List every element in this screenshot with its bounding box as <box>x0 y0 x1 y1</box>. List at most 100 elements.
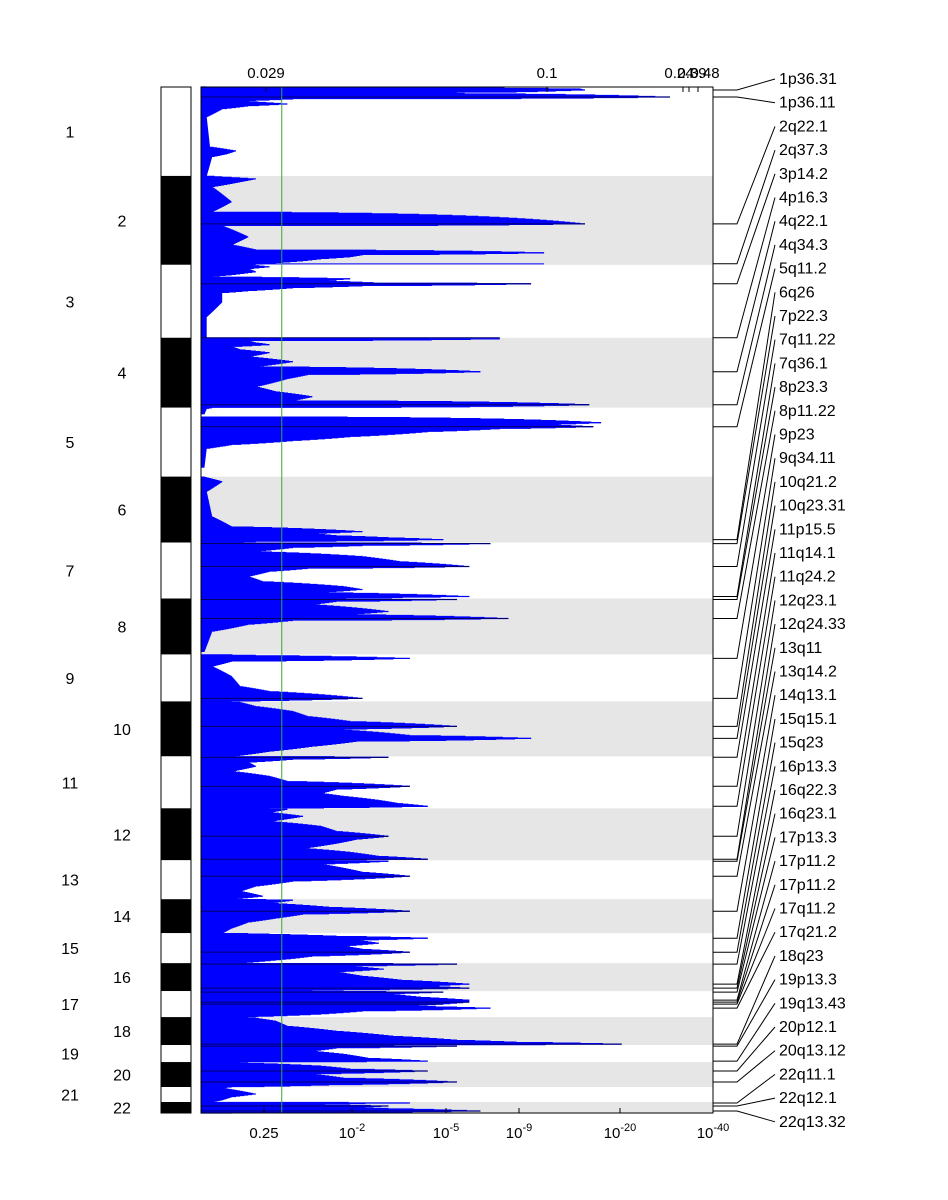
ideogram-chr-10 <box>161 701 191 757</box>
chr-label-3: 3 <box>66 294 75 311</box>
peak-label: 20p12.1 <box>779 1019 837 1036</box>
bottom-tick-label: 10-2 <box>339 1122 365 1142</box>
chr-label-17: 17 <box>61 997 79 1014</box>
ideogram-chr-3 <box>161 264 191 338</box>
peak-connector <box>713 387 776 600</box>
peak-connector <box>713 339 776 567</box>
peak-label: 15q23 <box>779 735 824 752</box>
chr-label-21: 21 <box>61 1088 79 1105</box>
chr-label-19: 19 <box>61 1047 79 1064</box>
chr-label-10: 10 <box>113 722 131 739</box>
chr-label-20: 20 <box>113 1068 131 1085</box>
ideogram-chr-22 <box>161 1102 191 1113</box>
peak-connector <box>713 576 776 807</box>
ideogram-chr-20 <box>161 1062 191 1088</box>
peak-connector <box>713 315 776 545</box>
peak-connector <box>713 173 776 285</box>
ideogram-chr-4 <box>161 337 191 408</box>
peak-label: 4q34.3 <box>779 237 828 254</box>
peak-connector <box>713 1110 776 1123</box>
chr-label-18: 18 <box>113 1024 131 1041</box>
chr-label-16: 16 <box>113 970 131 987</box>
bottom-tick-label: 10-20 <box>604 1122 637 1142</box>
chr-label-22: 22 <box>113 1101 131 1118</box>
peak-connector <box>713 78 776 91</box>
chr-label-11: 11 <box>62 775 79 792</box>
peak-connector <box>713 458 776 699</box>
peak-label: 17q21.2 <box>779 924 837 941</box>
peak-label: 14q13.1 <box>779 687 837 704</box>
peak-connector <box>713 1074 776 1104</box>
ideogram-chr-2 <box>161 175 191 265</box>
peak-connector <box>713 221 776 373</box>
peak-label: 12q24.33 <box>779 616 846 633</box>
peak-connector <box>713 837 776 993</box>
ideogram-chr-19 <box>161 1045 191 1063</box>
peak-connector <box>713 1050 776 1083</box>
peak-label: 22q12.1 <box>779 1090 837 1107</box>
peak-connector <box>713 860 776 1001</box>
top-tick-label: 0.39 <box>677 65 706 82</box>
ideogram-chr-9 <box>161 654 191 702</box>
chr-label-7: 7 <box>66 564 75 581</box>
peak-label: 8p11.22 <box>779 403 836 420</box>
peak-connector <box>713 600 776 837</box>
peak-label: 5q11.2 <box>779 261 827 278</box>
peak-label: 13q11 <box>779 640 822 657</box>
peak-label: 9q34.11 <box>779 450 836 467</box>
peak-label: 17p11.2 <box>779 877 836 894</box>
ideogram-chr-5 <box>161 407 191 477</box>
peak-connector <box>713 931 776 1009</box>
peak-connector <box>713 955 776 1045</box>
chr-label-5: 5 <box>66 435 75 452</box>
peak-label: 17p13.3 <box>779 829 837 846</box>
chr-label-8: 8 <box>118 619 127 636</box>
peak-connector <box>713 363 776 597</box>
peak-label: 2q22.1 <box>779 118 828 135</box>
chr-label-9: 9 <box>66 671 75 688</box>
peak-connector <box>713 149 776 265</box>
peak-label: 16p13.3 <box>779 758 837 775</box>
peak-label: 1p36.11 <box>779 95 836 112</box>
chromosome-ideogram <box>160 86 192 1114</box>
peak-label: 13q14.2 <box>779 664 837 681</box>
top-tick-label: 0.1 <box>537 65 558 82</box>
peak-label: 19p13.3 <box>779 972 837 989</box>
ideogram-chr-11 <box>161 756 191 809</box>
peak-connector <box>713 434 776 659</box>
ideogram-chr-21 <box>161 1087 191 1103</box>
peak-connector <box>713 292 776 541</box>
ideogram-chr-12 <box>161 808 191 861</box>
peak-connector <box>713 481 776 727</box>
peak-connector <box>713 979 776 1047</box>
ideogram-chr-6 <box>161 476 191 543</box>
peak-connector <box>713 671 776 877</box>
chr-label-15: 15 <box>61 941 79 958</box>
ideogram-frame <box>160 86 192 1114</box>
peak-connector <box>713 647 776 862</box>
top-axis: 0.029 0.1 0.240.390.48 <box>247 65 720 92</box>
peak-label: 4p16.3 <box>779 190 828 207</box>
peak-label: 10q21.2 <box>779 474 837 491</box>
ideogram-chr-18 <box>161 1017 191 1046</box>
chr-label-4: 4 <box>118 366 127 383</box>
peak-connector <box>713 505 776 739</box>
peak-connector <box>713 244 776 406</box>
top-tick-label: 0.24 <box>664 65 693 82</box>
peak-connector <box>713 1026 776 1072</box>
chr-label-13: 13 <box>61 873 79 890</box>
peak-connector <box>713 884 776 1003</box>
peak-connector <box>713 529 776 758</box>
chr-label-14: 14 <box>113 909 131 926</box>
peak-connector <box>713 410 776 619</box>
peak-connector <box>713 96 776 104</box>
peak-label: 20q13.12 <box>779 1043 846 1060</box>
chr-label-2: 2 <box>118 213 127 230</box>
peak-connector <box>713 742 776 953</box>
peak-label: 2q37.3 <box>779 142 828 159</box>
peak-label: 19q13.43 <box>779 995 846 1012</box>
peak-label: 7q11.22 <box>779 332 836 349</box>
peak-label: 1p36.31 <box>779 71 837 88</box>
